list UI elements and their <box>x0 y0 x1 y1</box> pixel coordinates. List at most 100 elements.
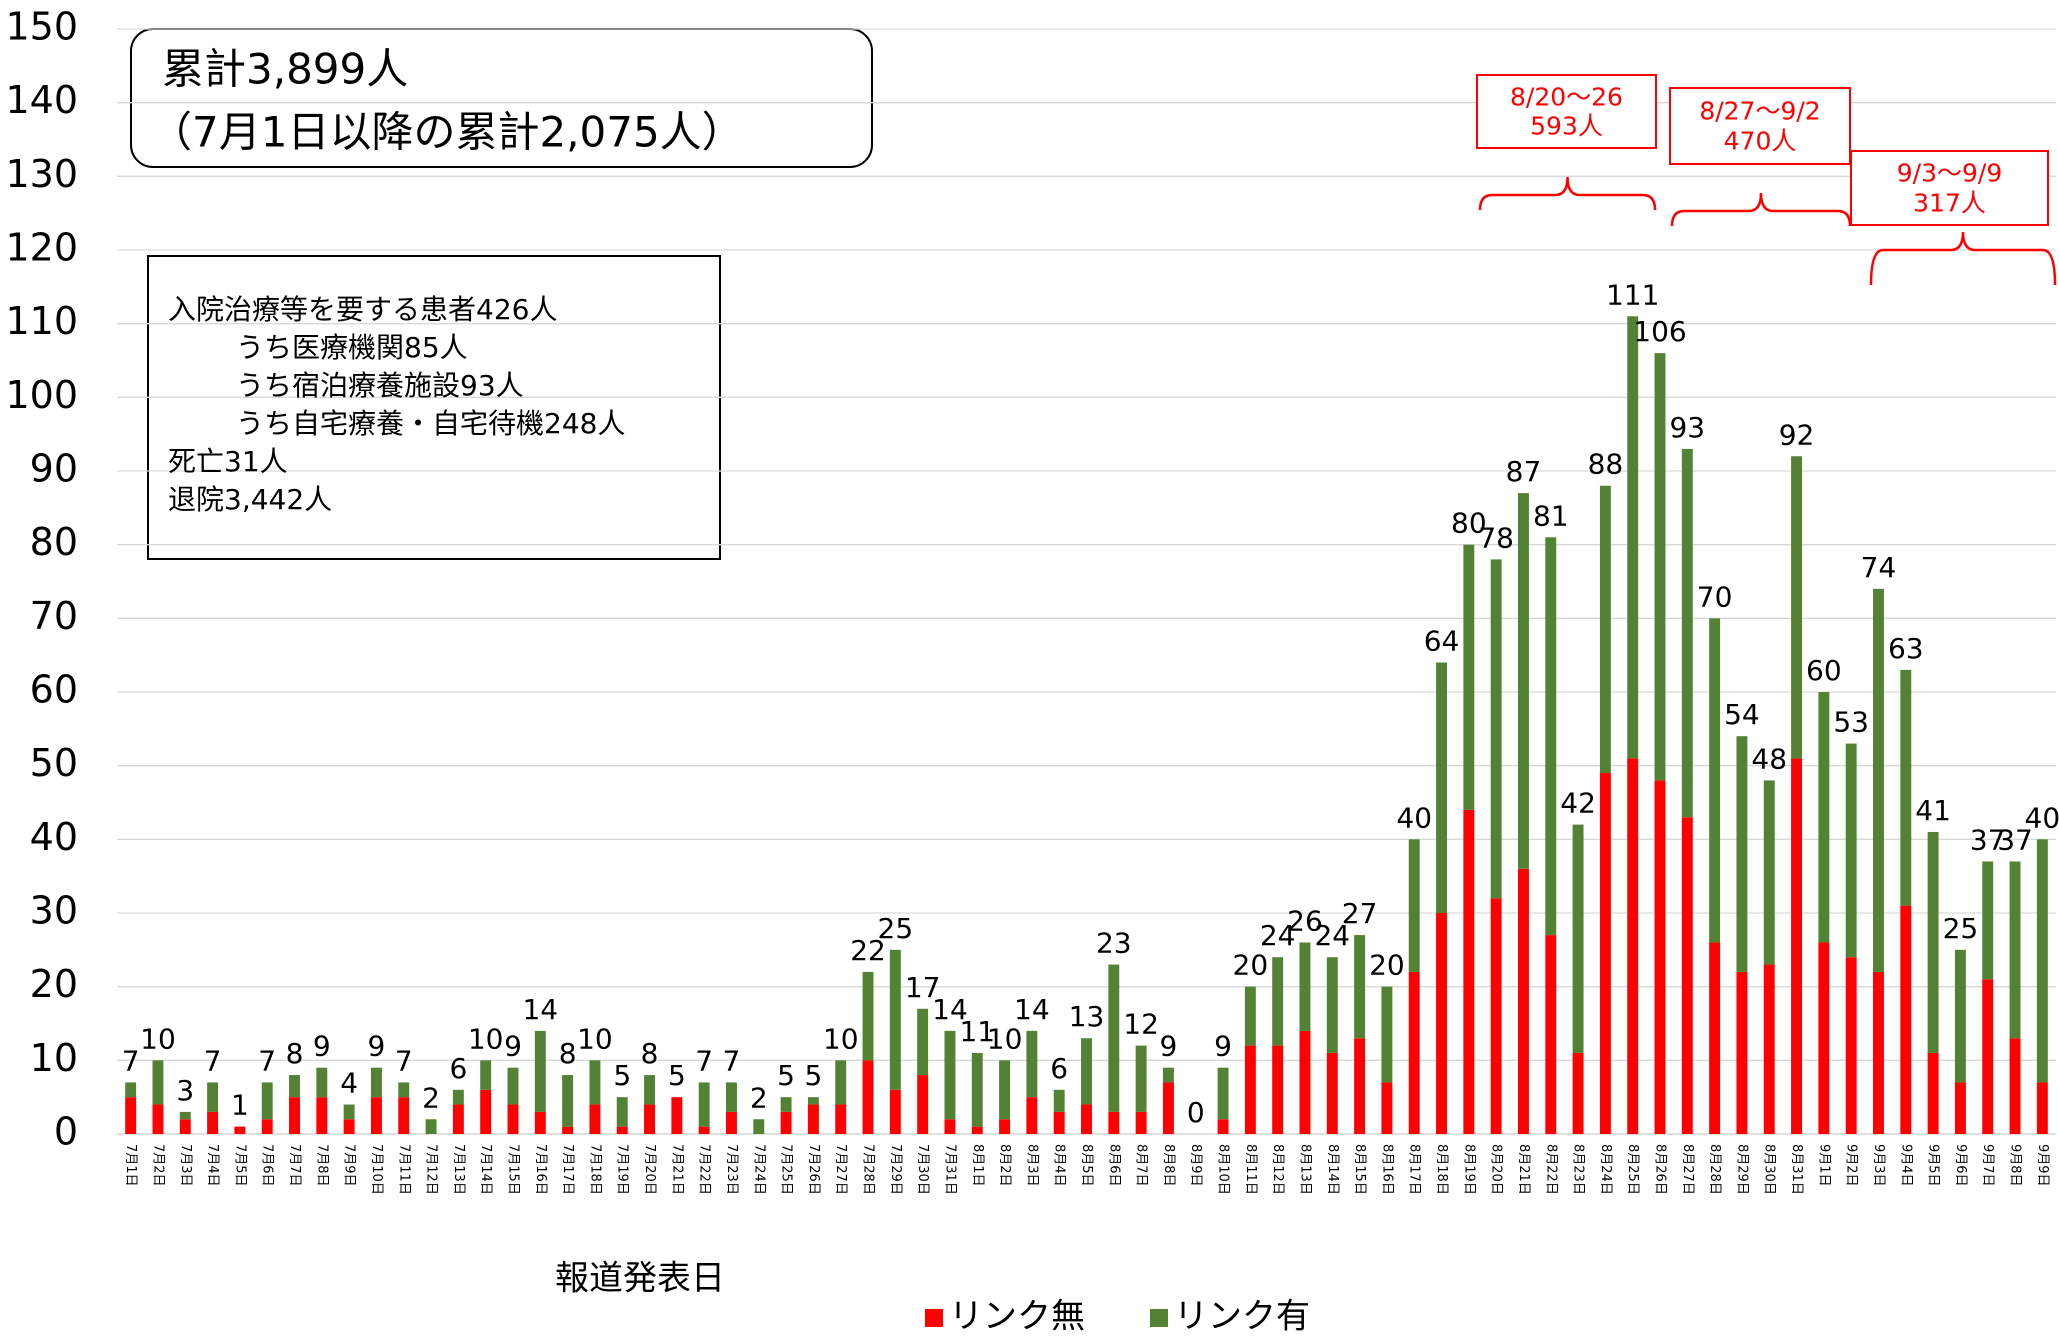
value-label: 40 <box>2025 801 2059 834</box>
legend-swatch <box>925 1309 943 1327</box>
bar-segment <box>889 1089 901 1134</box>
bar-segment <box>807 1104 819 1134</box>
x-tick-label: 7月27日 <box>833 1144 848 1195</box>
bar-segment <box>1681 817 1693 1134</box>
bar-segment <box>1354 935 1366 1039</box>
x-tick-label: 7月30日 <box>915 1144 930 1195</box>
bar-segment <box>343 1119 355 1134</box>
y-tick-label: 60 <box>30 668 78 712</box>
bar-segment <box>370 1097 382 1134</box>
y-tick-label: 130 <box>5 152 78 196</box>
value-label: 9 <box>504 1030 522 1063</box>
bar-segment <box>1709 942 1721 1134</box>
bar-segment <box>1654 780 1666 1134</box>
weekly-count: 593人 <box>1530 112 1603 141</box>
bar-segment <box>1326 957 1338 1053</box>
x-tick-label: 9月7日 <box>1980 1144 1995 1187</box>
bar-segment <box>2009 1038 2021 1134</box>
bar-segment <box>1627 316 1639 759</box>
bar-segment <box>1736 971 1748 1134</box>
bar-segment <box>1436 913 1447 1134</box>
value-label: 10 <box>468 1022 504 1055</box>
bar-segment <box>1517 493 1529 869</box>
bar-segment <box>179 1119 191 1134</box>
bar-segment <box>1791 456 1803 759</box>
value-label: 22 <box>850 934 886 967</box>
x-tick-label: 9月8日 <box>2008 1144 2023 1187</box>
x-tick-label: 9月4日 <box>1898 1144 1913 1187</box>
x-tick-label: 7月4日 <box>205 1144 220 1187</box>
x-tick-label: 8月14日 <box>1325 1144 1340 1195</box>
value-label: 7 <box>204 1044 222 1077</box>
value-label: 48 <box>1751 742 1787 775</box>
bar-segment <box>125 1097 137 1134</box>
bar-segment <box>1381 986 1393 1083</box>
bar-segment <box>152 1104 164 1134</box>
x-tick-label: 8月17日 <box>1407 1144 1422 1195</box>
value-label: 27 <box>1342 897 1378 930</box>
bar-segment <box>1053 1111 1065 1134</box>
bar-segment <box>971 1126 983 1134</box>
value-label: 2 <box>750 1081 768 1114</box>
x-tick-label: 8月18日 <box>1434 1144 1449 1195</box>
bar-segment <box>398 1082 410 1098</box>
bar-segment <box>944 1030 956 1120</box>
bar-segment <box>1763 964 1775 1134</box>
x-tick-label: 7月23日 <box>724 1144 739 1195</box>
value-label: 13 <box>1069 1000 1105 1033</box>
bar-segment <box>234 1126 246 1134</box>
bar-segment <box>1627 758 1639 1134</box>
bar-segment <box>1654 353 1666 781</box>
bar-segment <box>1954 949 1966 1083</box>
bar-segment <box>1354 1038 1366 1134</box>
x-tick-label: 7月17日 <box>560 1144 575 1195</box>
bar-segment <box>862 1060 874 1134</box>
value-label: 8 <box>559 1037 577 1070</box>
value-label: 5 <box>804 1059 822 1092</box>
x-tick-label: 7月26日 <box>806 1144 821 1195</box>
bar-segment <box>343 1104 355 1120</box>
bar-segment <box>616 1126 628 1134</box>
bar-segment <box>480 1060 492 1090</box>
bar-segment <box>1982 861 1994 980</box>
bar-segment <box>1763 780 1775 965</box>
value-label: 5 <box>777 1059 795 1092</box>
y-tick-label: 70 <box>30 594 78 638</box>
bar-segment <box>1681 448 1693 818</box>
bar-segment <box>589 1104 601 1134</box>
status-line: うち自宅療養・自宅待機248人 <box>236 407 625 440</box>
value-label: 10 <box>140 1022 176 1055</box>
x-tick-label: 7月3日 <box>178 1144 193 1187</box>
bar-segment <box>1108 1111 1120 1134</box>
value-label: 88 <box>1588 448 1624 481</box>
x-tick-label: 8月13日 <box>1297 1144 1312 1195</box>
status-line: うち医療機関85人 <box>236 331 468 364</box>
bar-segment <box>2036 1082 2048 1134</box>
x-tick-label: 7月6日 <box>260 1144 275 1187</box>
x-tick-label: 7月24日 <box>751 1144 766 1195</box>
bar-segment <box>480 1089 492 1134</box>
brace <box>1869 231 2057 286</box>
x-tick-label: 8月6日 <box>1106 1144 1121 1187</box>
value-label: 54 <box>1724 698 1760 731</box>
value-label: 74 <box>1861 551 1897 584</box>
value-label: 20 <box>1369 949 1405 982</box>
x-tick-label: 8月7日 <box>1134 1144 1149 1187</box>
value-label: 41 <box>1915 794 1951 827</box>
value-label: 6 <box>1050 1052 1068 1085</box>
weekly-range: 8/20～26 <box>1510 82 1623 111</box>
value-label: 6 <box>449 1052 467 1085</box>
bar-segment <box>289 1075 300 1098</box>
value-label: 11 <box>959 1015 995 1048</box>
bar-segment <box>1873 971 1884 1134</box>
value-label: 7 <box>723 1044 741 1077</box>
bar-segment <box>589 1060 601 1105</box>
x-tick-label: 7月28日 <box>861 1144 876 1195</box>
bar-segment <box>1709 618 1721 943</box>
x-tick-label: 8月11日 <box>1243 1144 1258 1195</box>
value-label: 53 <box>1833 706 1869 739</box>
x-tick-label: 8月3日 <box>1024 1144 1039 1187</box>
status-line: 入院治療等を要する患者426人 <box>168 293 557 326</box>
y-tick-label: 140 <box>5 78 78 122</box>
bar-segment <box>1053 1089 1065 1112</box>
